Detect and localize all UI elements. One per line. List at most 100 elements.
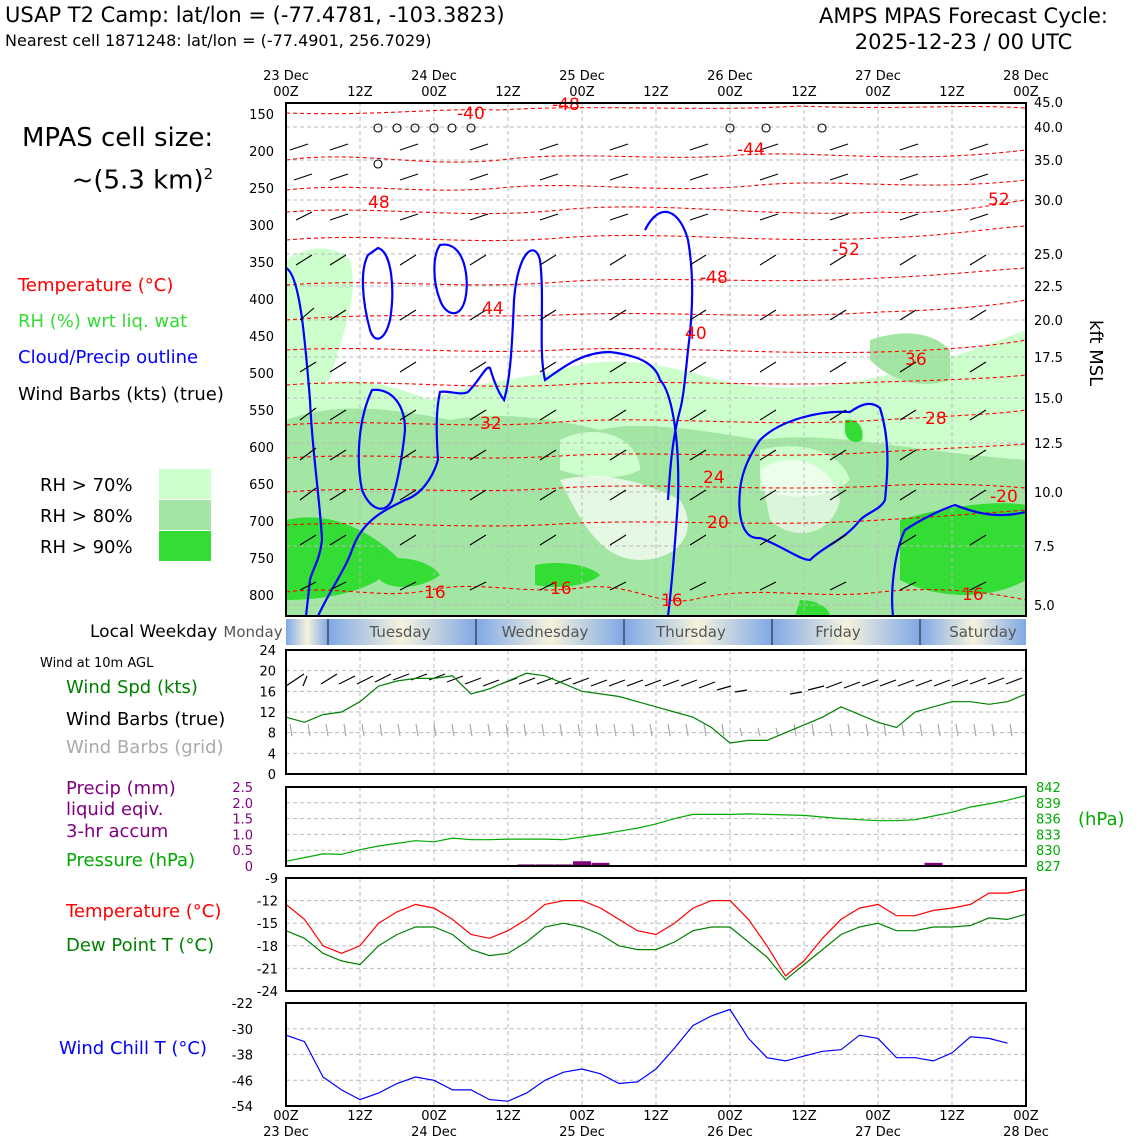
bottom-hour: 00Z: [421, 1109, 447, 1124]
site-title: USAP T2 Camp: lat/lon = (-77.4781, -103.…: [5, 3, 505, 27]
surface-grid-barbs: [289, 723, 1013, 737]
precip-y-axis: 00.51.01.52.02.5: [232, 781, 253, 875]
contour-label-16a: 16: [424, 583, 446, 603]
surface-true-barbs: [285, 673, 1023, 695]
legend-cloud: Cloud/Precip outline: [18, 347, 199, 368]
contour-label-44: 44: [482, 299, 504, 319]
bottom-date: 23 Dec: [263, 1125, 309, 1140]
p-tick: 350: [249, 256, 274, 271]
precip-frame: [285, 786, 1027, 867]
wind-y-tick: 24: [259, 644, 276, 659]
top-date: 28 Dec: [1003, 69, 1049, 84]
temperature-y-tick: -18: [257, 940, 278, 955]
windchill-frame: [285, 1002, 1027, 1107]
contour-label-neg20: -20: [990, 487, 1018, 507]
bottom-hour: 00Z: [273, 1109, 299, 1124]
cell-size-label: MPAS cell size:: [22, 123, 214, 153]
cell-size-annotation: MPAS cell size: ~(5.3 km)2: [22, 120, 213, 199]
cell-size-value-line: ~(5.3 km)2: [22, 156, 214, 199]
contour-label-neg48-top: -48: [552, 95, 580, 115]
bottom-date: 25 Dec: [559, 1125, 605, 1140]
temperature-y-tick: -12: [257, 895, 278, 910]
kft-tick: 5.0: [1034, 599, 1055, 614]
weekday-wednesday: Wednesday: [502, 623, 589, 641]
bottom-hour: 12Z: [643, 1109, 669, 1124]
bottom-time-axis: 00Z 23 Dec 12Z 00Z 24 Dec 12Z 00Z 25 Dec…: [263, 1109, 1049, 1140]
windchill-line: [285, 1008, 1008, 1102]
wind-frame: [285, 649, 1027, 775]
kft-tick: 22.5: [1034, 280, 1063, 295]
temp-panel-label: Temperature (°C): [66, 901, 222, 922]
pressure-label: Pressure (hPa): [66, 850, 196, 871]
temperature-y-tick: -21: [257, 962, 278, 977]
weekday-thursday: Thursday: [655, 623, 726, 641]
wind-grid: [286, 650, 1026, 774]
windchill-grid: [286, 1003, 1026, 1106]
cycle-time: 2025-12-23 / 00 UTC: [854, 30, 1073, 54]
pressure-y-tick: 842: [1036, 781, 1061, 796]
top-date: 27 Dec: [855, 69, 901, 84]
top-date: 23 Dec: [263, 69, 309, 84]
cross-section-frame: [285, 102, 1027, 617]
pressure-y-tick: 827: [1036, 860, 1061, 875]
pressure-grid: [286, 787, 1026, 866]
legend-rh: RH (%) wrt liq. wat: [18, 311, 188, 332]
weekday-friday: Friday: [815, 623, 861, 641]
kft-tick: 45.0: [1034, 96, 1063, 111]
precip-y-tick: 0.5: [232, 844, 253, 859]
hpa-unit-label: (hPa): [1078, 809, 1125, 830]
windchill-panel: -54 -46 -38 -30 -22: [232, 997, 1027, 1115]
nearest-cell-label: Nearest cell 1871248: lat/lon = (-77.490…: [5, 31, 432, 50]
p-tick: 450: [249, 330, 274, 345]
wind-y-tick: 12: [259, 706, 276, 721]
pressure-y-tick: 839: [1036, 797, 1061, 812]
top-hour: 00Z: [865, 85, 891, 100]
windchill-panel-label: Wind Chill T (°C): [59, 1038, 207, 1059]
wind-barbs-grid-label: Wind Barbs (grid): [66, 737, 224, 758]
legend-wind-barbs: Wind Barbs (kts) (true): [18, 384, 224, 405]
bottom-date: 24 Dec: [411, 1125, 457, 1140]
contour-label-24: 24: [703, 468, 725, 488]
kft-tick: 17.5: [1034, 351, 1063, 366]
contour-label-28: 28: [925, 409, 947, 429]
windchill-y-tick: -38: [232, 1049, 253, 1064]
wind-y-axis: 0 4 8 12 16 20 24: [259, 644, 276, 783]
top-date: 26 Dec: [707, 69, 753, 84]
rh90-swatch: [159, 531, 211, 561]
top-time-axis: 23 Dec 00Z 12Z 24 Dec 00Z 12Z 25 Dec 00Z…: [263, 69, 1049, 100]
pressure-axis: 150 200 250 300 350 400 450 500 550 600 …: [249, 108, 274, 604]
wind-y-tick: 16: [259, 685, 276, 700]
bottom-hour: 12Z: [495, 1109, 521, 1124]
local-weekday-label: Local Weekday: [90, 622, 218, 642]
bottom-hour: 12Z: [347, 1109, 373, 1124]
kft-tick: 12.5: [1034, 437, 1063, 452]
contour-label-neg52: -52: [832, 240, 860, 260]
temperature-panel: -24 -21 -18 -15 -12 -9: [257, 872, 1027, 1000]
precip-y-tick: 1.0: [232, 828, 253, 843]
precip-bar: [924, 862, 943, 866]
bottom-hour: 00Z: [865, 1109, 891, 1124]
kft-tick: 10.0: [1034, 486, 1063, 501]
cloud-outline: [286, 210, 1026, 616]
bottom-hour: 00Z: [569, 1109, 595, 1124]
temperature-y-axis: -24 -21 -18 -15 -12 -9: [257, 872, 278, 1000]
bottom-hour: 12Z: [939, 1109, 965, 1124]
bottom-date: 28 Dec: [1003, 1125, 1049, 1140]
upper-air-wind-barbs: [289, 123, 989, 591]
temperature-y-tick: -15: [257, 917, 278, 932]
wind-y-tick: 20: [259, 665, 276, 680]
p-tick: 400: [249, 293, 274, 308]
top-hour: 12Z: [495, 85, 521, 100]
rh80-label: RH > 80%: [40, 506, 133, 527]
precip-bar: [591, 862, 610, 866]
pressure-y-tick: 830: [1036, 844, 1061, 859]
windchill-y-tick: -54: [232, 1100, 253, 1115]
rh70-label: RH > 70%: [40, 475, 133, 496]
p-tick: 700: [249, 515, 274, 530]
top-hour: 00Z: [273, 85, 299, 100]
p-tick: 300: [249, 219, 274, 234]
precip-label: Precip (mm): [66, 778, 176, 799]
